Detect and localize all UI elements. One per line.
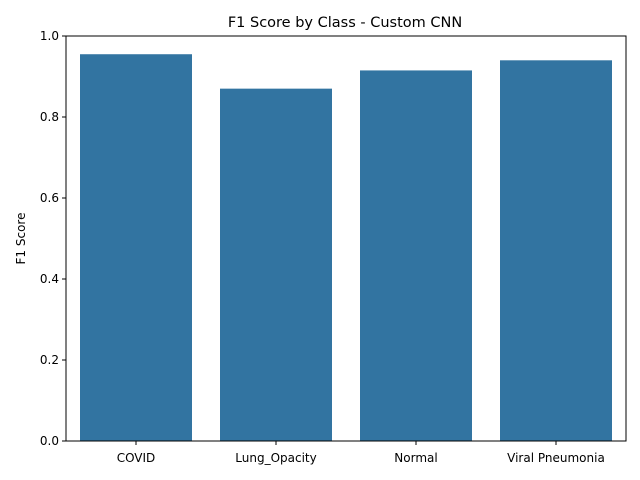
bar-normal — [360, 70, 472, 442]
y-axis-label: F1 Score — [14, 213, 28, 265]
y-tick-label: 0.0 — [40, 434, 59, 448]
x-tick-label: Lung_Opacity — [235, 451, 316, 465]
y-tick-label: 0.8 — [40, 110, 59, 124]
bars-group — [80, 54, 612, 442]
x-tick-label: Normal — [394, 451, 437, 465]
plot-frame — [65, 35, 627, 442]
bar-viral-pneumonia — [500, 60, 612, 442]
y-tick-label: 0.4 — [40, 272, 59, 286]
chart-title: F1 Score by Class - Custom CNN — [228, 15, 462, 31]
y-tick-label: 0.2 — [40, 353, 59, 367]
x-axis-ticks: COVID Lung_Opacity Normal Viral Pneumonia — [117, 441, 605, 465]
x-tick-label: Viral Pneumonia — [507, 451, 605, 465]
bar-covid — [80, 54, 192, 441]
x-tick-label: COVID — [117, 451, 156, 465]
y-axis-ticks: 0.0 0.2 0.4 0.6 0.8 1.0 — [40, 29, 66, 448]
y-tick-label: 0.6 — [40, 191, 59, 205]
y-tick-label: 1.0 — [40, 29, 59, 43]
bar-lung-opacity — [220, 88, 332, 442]
